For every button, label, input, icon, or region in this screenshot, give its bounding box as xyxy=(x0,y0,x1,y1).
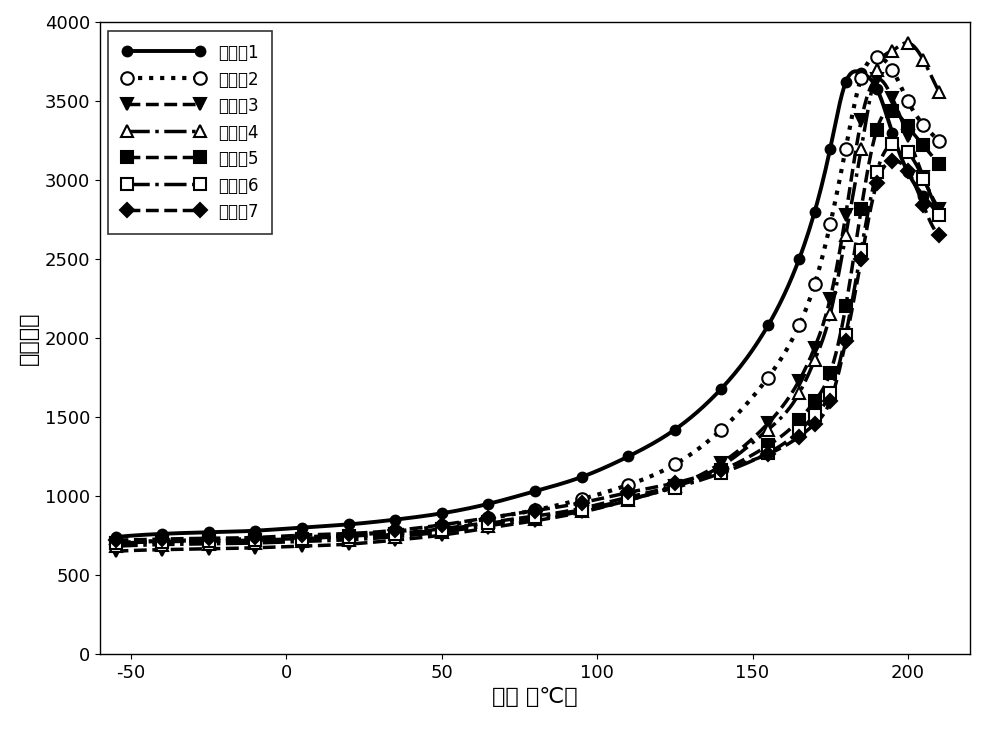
X-axis label: 温度 （℃）: 温度 （℃） xyxy=(492,687,578,707)
Y-axis label: 介电常数: 介电常数 xyxy=(19,311,39,365)
Legend: 实施例1, 实施例2, 实施例3, 实施例4, 实施例5, 实施例6, 实施例7: 实施例1, 实施例2, 实施例3, 实施例4, 实施例5, 实施例6, 实施例7 xyxy=(108,30,272,235)
